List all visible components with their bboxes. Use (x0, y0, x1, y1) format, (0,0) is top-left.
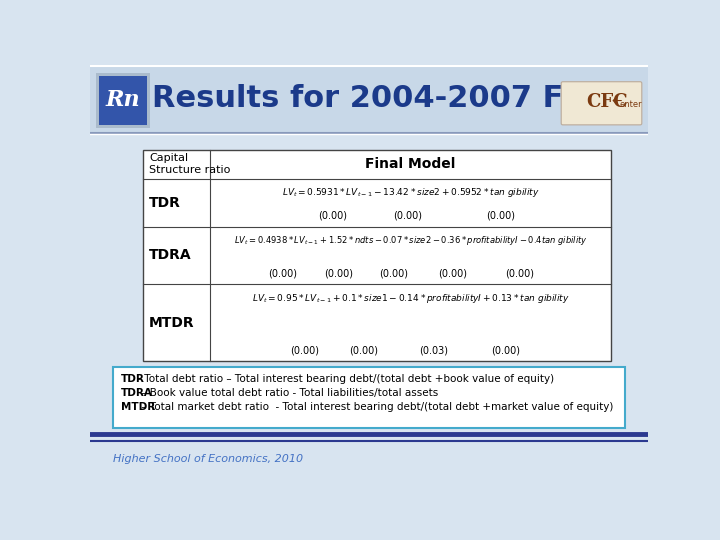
Bar (96, 72, 150, 128)
Text: (0.03): (0.03) (418, 346, 448, 355)
Text: (0.00): (0.00) (349, 346, 378, 355)
Text: MTDR: MTDR (121, 402, 156, 411)
Text: (0.00): (0.00) (318, 211, 347, 221)
Text: (0.00): (0.00) (290, 346, 320, 355)
Bar (99, 76, 148, 125)
Text: TDRA: TDRA (149, 248, 192, 262)
Text: Rn: Rn (106, 89, 140, 111)
Text: TDRA: TDRA (121, 388, 153, 398)
Text: TDR: TDR (121, 374, 145, 384)
Bar (143, 150, 611, 361)
Text: Results for 2004-2007 FY: Results for 2004-2007 FY (153, 84, 585, 113)
Bar (113, 367, 625, 428)
Text: (0.00): (0.00) (438, 268, 467, 279)
Text: (0.00): (0.00) (505, 268, 534, 279)
Bar (90, 65, 648, 132)
Text: $LV_t = 0.5931*LV_{t-1} - 13.42*size2 + 0.5952*\mathit{tan\ gibility}$: $LV_t = 0.5931*LV_{t-1} - 13.42*size2 + … (282, 186, 539, 199)
Text: ←: ← (611, 94, 622, 107)
Text: (0.00): (0.00) (394, 211, 423, 221)
Text: Capital: Capital (149, 153, 188, 163)
Text: Final Model: Final Model (365, 157, 456, 171)
Text: (0.00): (0.00) (491, 346, 521, 355)
Text: $LV_t = 0.95*LV_{t-1} + 0.1*size1 - 0.14*\mathit{profitabilityI} + 0.13*\mathit{: $LV_t = 0.95*LV_{t-1} + 0.1*size1 - 0.14… (251, 292, 570, 305)
Text: Structure ratio: Structure ratio (149, 165, 230, 176)
Text: enter: enter (619, 100, 642, 109)
Text: MTDR: MTDR (149, 316, 194, 330)
Text: (0.00): (0.00) (268, 268, 297, 279)
Text: – Total market debt ratio  - Total interest bearing debt/(total debt +market val: – Total market debt ratio - Total intere… (138, 402, 613, 411)
Text: (0.00): (0.00) (379, 268, 409, 279)
Text: $LV_t = 0.4938*LV_{t-1} + 1.52*ndts - 0.07*size2 - 0.36*\mathit{profitabilityI} : $LV_t = 0.4938*LV_{t-1} + 1.52*ndts - 0.… (233, 234, 588, 247)
Text: (0.00): (0.00) (324, 268, 353, 279)
Text: – Book value total debt ratio - Total liabilities/total assets: – Book value total debt ratio - Total li… (138, 388, 438, 398)
Text: - Total debt ratio – Total interest bearing debt/(total debt +book value of equi: - Total debt ratio – Total interest bear… (134, 374, 554, 384)
Text: TDR: TDR (149, 195, 181, 210)
Text: CFC: CFC (586, 93, 628, 111)
Text: (0.00): (0.00) (485, 211, 515, 221)
FancyBboxPatch shape (561, 82, 642, 125)
Text: Higher School of Economics, 2010: Higher School of Economics, 2010 (113, 454, 303, 464)
